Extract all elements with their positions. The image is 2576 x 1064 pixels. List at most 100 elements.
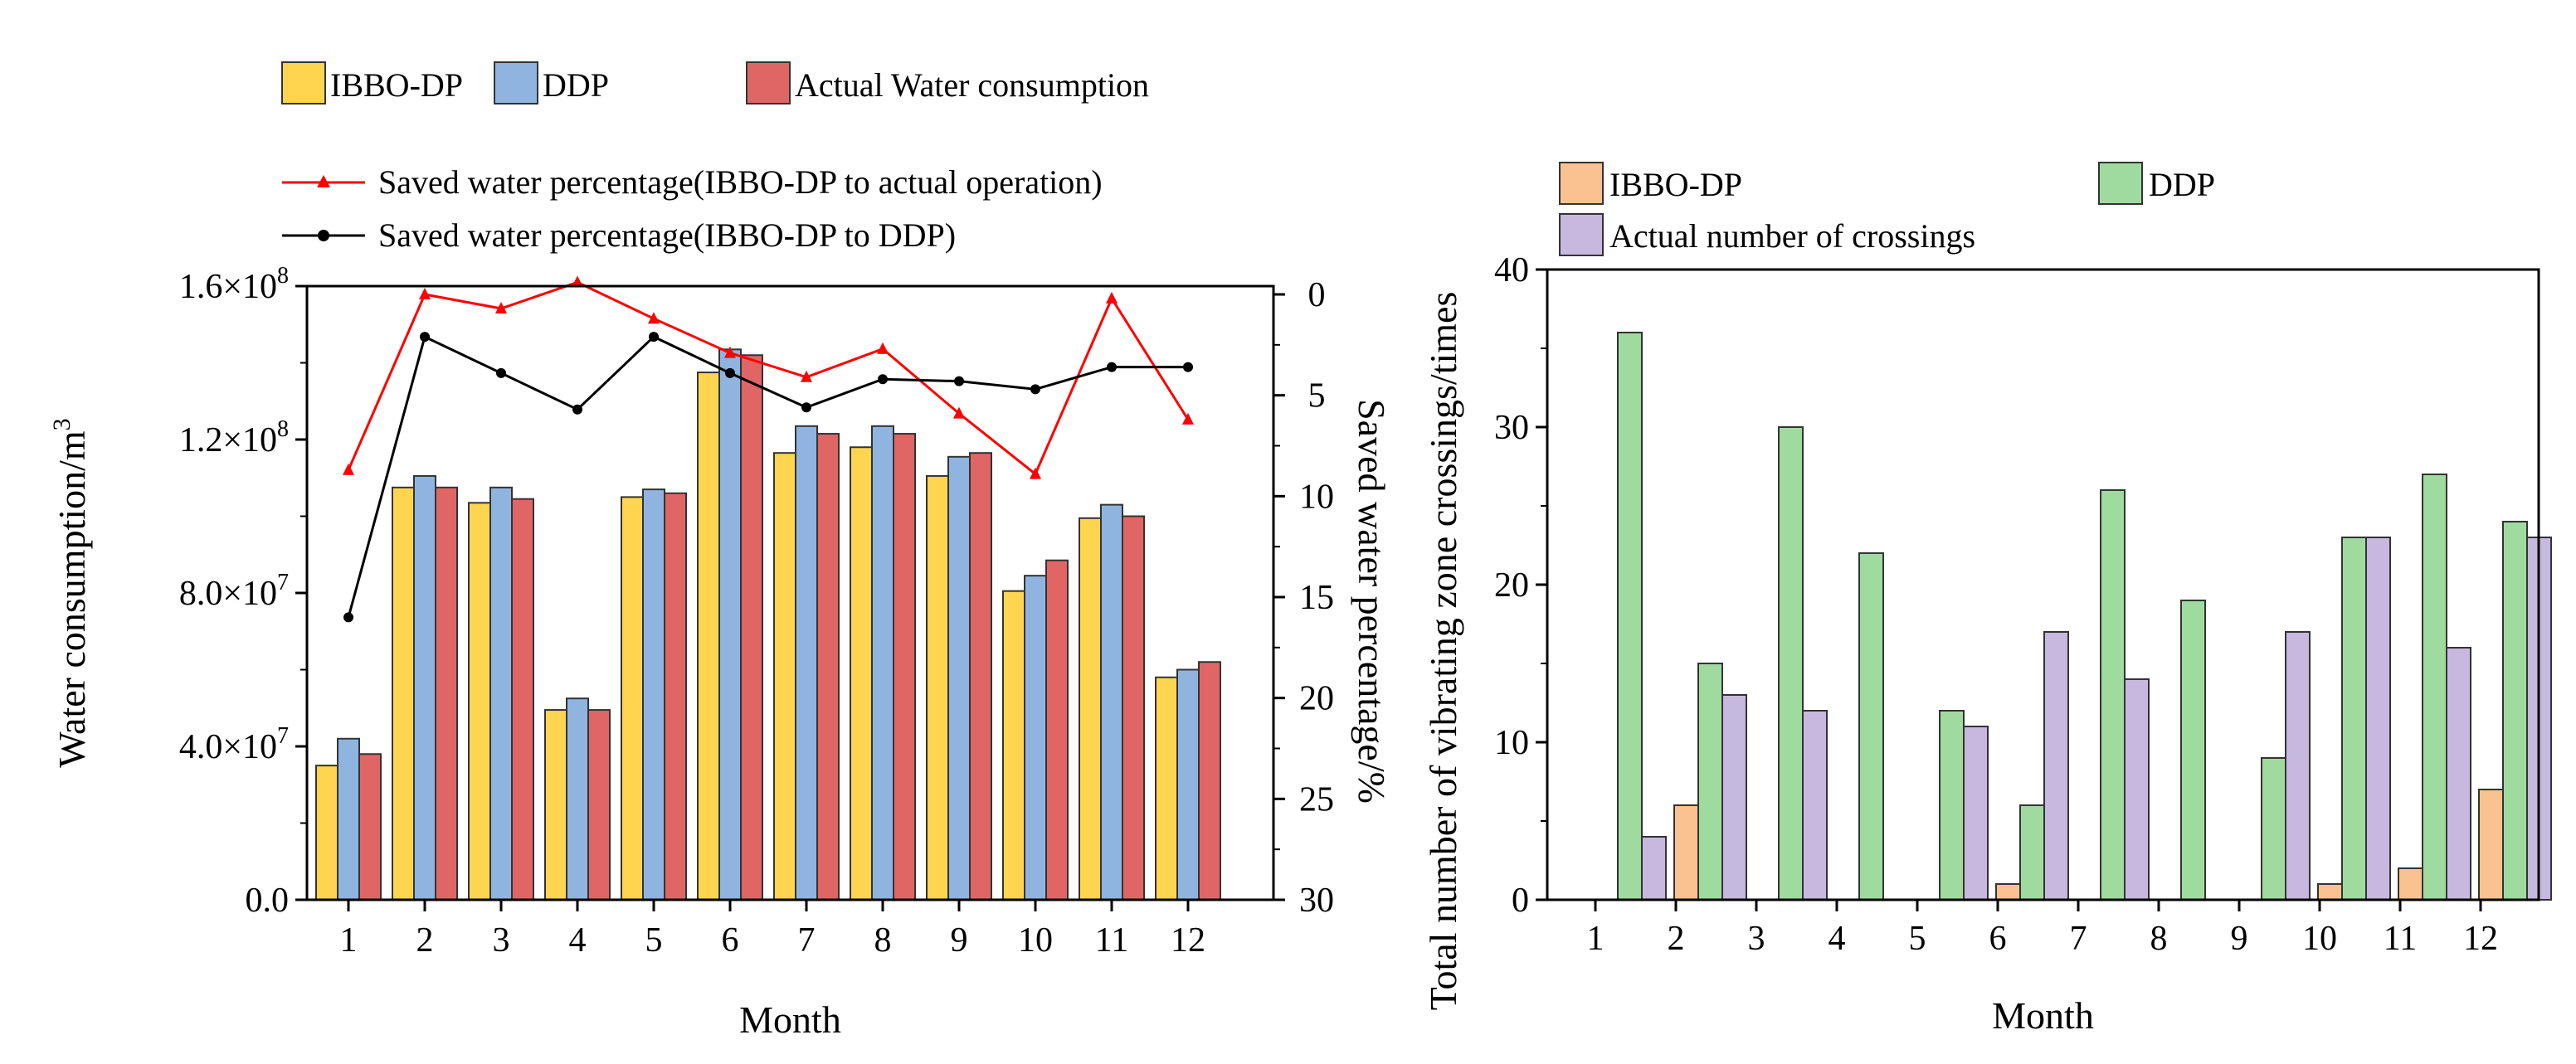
legend-marker-circle: [318, 230, 329, 241]
point-saved-vs-ddp-6: [725, 367, 735, 378]
legend-label-saved-vs-actual: Saved water percentage(IBBO-DP to actual…: [378, 163, 1103, 201]
point-saved-vs-ddp-8: [878, 374, 888, 385]
legend-label-actual-water-consumption: Actual Water consumption: [795, 66, 1149, 104]
point-saved-vs-ddp-9: [954, 376, 964, 386]
point-saved-vs-actual-6: [724, 346, 736, 358]
bar-ddp-8: [871, 425, 894, 901]
y-tick-label-0: 0.0: [246, 882, 290, 920]
point-saved-vs-ddp-5: [649, 332, 659, 343]
bar-actual-number-of-crossings-10: [2365, 537, 2391, 901]
bar-ibbo-dp-2: [392, 486, 415, 901]
x-tick-label-11: 11: [1095, 921, 1128, 960]
bar-actual-number-of-crossings-11: [2446, 647, 2471, 901]
x-tick-label-1: 1: [340, 921, 358, 960]
x-tick-label-6: 6: [722, 921, 739, 960]
bar-actual-water-consumption-5: [664, 492, 687, 901]
bar-ibbo-dp-12: [1155, 676, 1178, 901]
legend-swatch-ibbo-dp: [281, 61, 326, 104]
point-saved-vs-ddp-1: [343, 612, 353, 623]
line-saved-vs-ddp: [347, 334, 1188, 618]
bar-actual-number-of-crossings-6: [2043, 631, 2069, 901]
y2-tick-label-0: 0: [1308, 276, 1326, 314]
x-tick-label-12: 12: [2463, 920, 2498, 958]
point-saved-vs-actual-11: [1106, 291, 1118, 304]
y-tick-label-40: 40: [1494, 251, 1529, 289]
bar-ddp-11: [2422, 474, 2447, 901]
point-saved-vs-ddp-2: [420, 332, 430, 343]
legend-label-saved-vs-ddp: Saved water percentage(IBBO-DP to DDP): [378, 216, 956, 254]
bar-ibbo-dp-6: [697, 372, 720, 901]
line-saved-vs-actual: [347, 280, 1190, 476]
y2-tick-label-5: 5: [1308, 377, 1326, 415]
legend-swatch-ibbo-dp: [1559, 162, 1604, 205]
x-tick-label-3: 3: [493, 921, 510, 960]
y2-tick-label-20: 20: [1299, 680, 1334, 718]
bar-actual-number-of-crossings-9: [2285, 631, 2311, 901]
legend-marker-triangle: [317, 175, 330, 187]
bar-actual-water-consumption-10: [1045, 559, 1069, 901]
x-tick-label-8: 8: [2150, 920, 2168, 958]
bar-ddp-1: [1617, 332, 1643, 901]
bar-ddp-12: [2502, 521, 2528, 901]
y-tick-label-10: 10: [1494, 724, 1529, 762]
bar-actual-number-of-crossings-2: [1721, 694, 1747, 901]
y-tick-label-2: 8.0×107: [179, 570, 289, 613]
point-saved-vs-actual-8: [877, 342, 889, 354]
x-tick-label-4: 4: [1829, 920, 1846, 958]
x-tick-label-8: 8: [874, 921, 892, 960]
legend-label-ddp: DDP: [2149, 166, 2215, 203]
x-tick-label-6: 6: [1989, 920, 2007, 958]
bar-ddp-1: [337, 737, 360, 901]
legend-label-ibbo-dp: IBBO-DP: [330, 66, 463, 104]
bar-ddp-11: [1100, 503, 1123, 901]
x-tick-label-5: 5: [1909, 920, 1926, 958]
x-tick-label-9: 9: [951, 921, 968, 960]
x-tick-label-5: 5: [645, 921, 663, 960]
x-tick-label-2: 2: [416, 921, 434, 960]
point-saved-vs-ddp-4: [572, 404, 582, 415]
x-tick-label-9: 9: [2231, 920, 2248, 958]
y-tick-label-1: 4.0×107: [179, 723, 289, 766]
x-tick-label-10: 10: [1018, 921, 1053, 960]
bar-ibbo-dp-11: [1079, 517, 1102, 901]
y-axis-label: Total number of vibrating zone crossings…: [1422, 292, 1464, 1011]
bar-actual-number-of-crossings-7: [2124, 678, 2150, 901]
y2-tick-label-25: 25: [1299, 780, 1334, 819]
y-tick-label-4: 1.6×108: [179, 263, 289, 306]
point-saved-vs-actual-10: [1030, 467, 1041, 479]
bar-ddp-4: [566, 697, 589, 901]
bar-ddp-9: [2261, 757, 2286, 901]
bar-ddp-7: [2100, 489, 2126, 901]
point-saved-vs-actual-2: [419, 288, 431, 299]
y2-tick-label-15: 15: [1299, 579, 1334, 617]
bar-ibbo-dp-3: [468, 502, 491, 901]
legend-swatch-actual-water-consumption: [746, 61, 791, 104]
y-tick-label-0: 0: [1512, 882, 1529, 920]
point-saved-vs-ddp-11: [1107, 362, 1117, 372]
bar-ibbo-dp-7: [773, 452, 796, 901]
bar-actual-water-consumption-9: [969, 452, 992, 901]
point-saved-vs-actual-7: [801, 370, 812, 382]
point-saved-vs-actual-1: [343, 463, 354, 475]
bar-ibbo-dp-5: [621, 496, 644, 901]
bar-actual-water-consumption-6: [740, 354, 763, 901]
y2-tick-label-30: 30: [1299, 882, 1334, 920]
bar-ddp-10: [1024, 575, 1047, 901]
y2-tick-label-10: 10: [1299, 478, 1334, 516]
x-tick-label-11: 11: [2384, 920, 2417, 958]
bar-actual-water-consumption-2: [435, 486, 458, 901]
bar-ibbo-dp-6: [1995, 883, 2021, 901]
x-tick-label-7: 7: [2070, 920, 2087, 958]
point-saved-vs-ddp-12: [1183, 362, 1193, 372]
bar-ddp-12: [1176, 668, 1200, 901]
bar-actual-water-consumption-11: [1122, 515, 1145, 901]
bar-ibbo-dp-10: [2317, 883, 2343, 901]
y-tick-label-30: 30: [1494, 409, 1529, 447]
bar-ddp-3: [489, 486, 513, 901]
x-axis-label: Month: [1992, 994, 2094, 1037]
bar-actual-water-consumption-3: [511, 498, 534, 901]
bar-ibbo-dp-9: [926, 474, 949, 901]
y-tick-label-20: 20: [1494, 566, 1529, 605]
